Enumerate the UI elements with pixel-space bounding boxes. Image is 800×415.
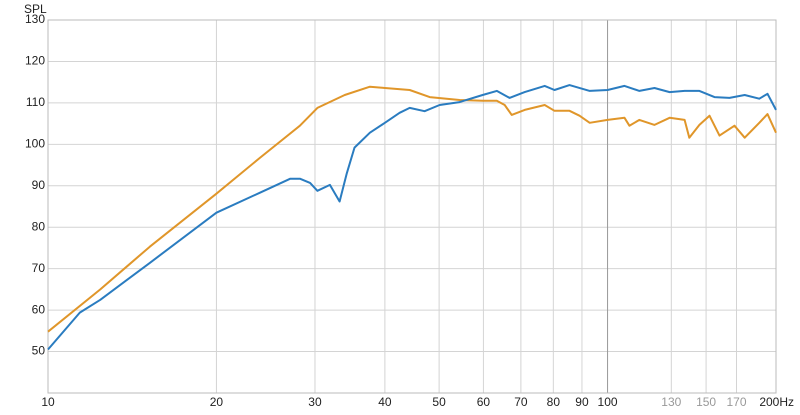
series-line xyxy=(47,85,777,333)
x-tick-label: 130 xyxy=(661,395,681,409)
y-tick-label: 100 xyxy=(25,137,45,151)
y-tick-label: 60 xyxy=(32,302,46,316)
x-tick-label: 20 xyxy=(210,395,224,409)
x-tick-label: 30 xyxy=(308,395,322,409)
x-tick-label: 40 xyxy=(378,395,392,409)
x-tick-label: 70 xyxy=(514,395,528,409)
x-tick-label: 50 xyxy=(432,395,446,409)
series-line xyxy=(47,84,777,351)
plot-frame xyxy=(47,19,777,394)
x-tick-label: 80 xyxy=(547,395,561,409)
y-tick-label: 50 xyxy=(32,344,46,358)
y-tick-label: 80 xyxy=(32,219,46,233)
y-tick-label: 120 xyxy=(25,54,45,68)
y-tick-label: 70 xyxy=(32,261,46,275)
x-tick-label: 170 xyxy=(726,395,746,409)
y-axis-label: SPL xyxy=(24,2,47,16)
x-tick-label: 90 xyxy=(575,395,589,409)
x-tick-label: 100 xyxy=(598,395,618,409)
x-tick-label: 150 xyxy=(696,395,716,409)
y-tick-label: 110 xyxy=(26,95,45,109)
y-tick-label: 90 xyxy=(32,178,46,192)
x-tick-label: 10 xyxy=(41,395,55,409)
x-tick-label: 60 xyxy=(477,395,491,409)
x-tick-label: 200Hz xyxy=(759,395,794,409)
y-tick-label: 130 xyxy=(25,12,45,26)
